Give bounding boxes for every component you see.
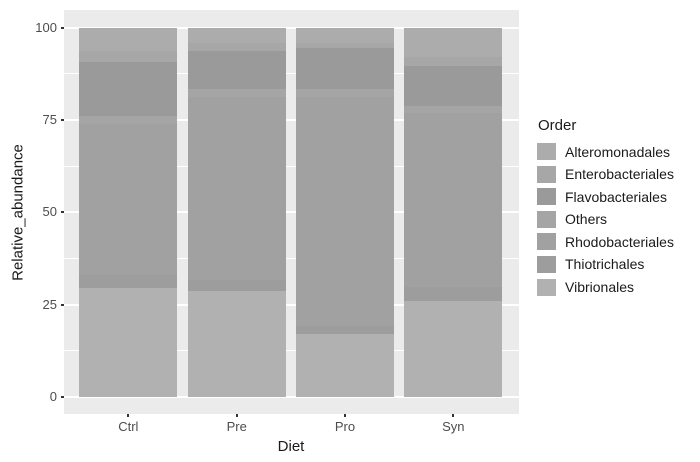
plot-panel xyxy=(64,10,519,414)
segment-pro-thiotrichales xyxy=(296,325,394,335)
segment-syn-others xyxy=(404,106,503,114)
y-tick xyxy=(61,119,64,122)
legend-title: Order xyxy=(538,117,577,134)
segment-pro-rhodobacteriales xyxy=(296,96,394,326)
legend-label: Alteromonadales xyxy=(565,143,671,160)
x-tick-label-pre: Pre xyxy=(226,419,247,434)
x-tick xyxy=(344,414,346,417)
legend-label: Others xyxy=(565,211,608,228)
segment-syn-rhodobacteriales xyxy=(404,113,503,287)
segment-pre-rhodobacteriales xyxy=(187,96,286,280)
segment-pre-enterobacteriales xyxy=(187,43,286,51)
segment-pro-flavobacteriales xyxy=(296,48,394,90)
segment-pro-enterobacteriales xyxy=(296,42,394,49)
legend-label: Vibrionales xyxy=(565,279,635,296)
legend-item-flavobacteriales: Flavobacteriales xyxy=(537,188,674,206)
legend-swatch-rhodobacteriales xyxy=(537,233,556,251)
gridline-major xyxy=(64,211,519,214)
legend-swatch-vibrionales xyxy=(537,278,556,296)
legend-label: Enterobacteriales xyxy=(565,166,674,183)
segment-pro-alteromonadales xyxy=(296,27,394,43)
legend-items: Alteromonadales Enterobacteriales Flavobac… xyxy=(537,143,674,296)
segment-pro-others xyxy=(296,89,394,97)
segment-ctrl-vibrionales xyxy=(79,287,178,397)
x-tick-label-ctrl: Ctrl xyxy=(118,419,139,434)
x-tick-label-pro: Pro xyxy=(334,419,356,434)
segment-syn-vibrionales xyxy=(404,300,503,397)
legend-label: Rhodobacteriales xyxy=(565,233,674,250)
bar-pre xyxy=(187,27,286,397)
gridline-minor xyxy=(64,350,519,352)
x-tick xyxy=(127,414,130,417)
segment-ctrl-thiotrichales xyxy=(79,274,178,288)
segment-syn-enterobacteriales xyxy=(404,56,503,66)
x-tick xyxy=(235,414,238,417)
gridline-minor xyxy=(64,73,519,75)
y-tick-label: 50 xyxy=(42,204,57,220)
legend-label: Thiotrichales xyxy=(565,256,645,273)
segment-pro-vibrionales xyxy=(296,334,394,397)
y-tick xyxy=(61,211,64,214)
segment-pre-flavobacteriales xyxy=(187,50,286,90)
legend: Order Alteromonadales Enterobacteriales Fl… xyxy=(537,117,674,301)
gridline-major xyxy=(64,395,519,398)
segment-pre-thiotrichales xyxy=(187,279,286,291)
legend-swatch-thiotrichales xyxy=(537,255,556,273)
gridline-minor xyxy=(64,257,519,259)
y-tick xyxy=(61,303,64,306)
bar-ctrl xyxy=(79,27,178,397)
segment-pre-alteromonadales xyxy=(187,27,286,44)
legend-item-enterobacteriales: Enterobacteriales xyxy=(537,165,674,183)
segment-syn-alteromonadales xyxy=(404,27,503,57)
bar-syn xyxy=(404,27,503,397)
segment-pre-others xyxy=(187,89,286,97)
legend-swatch-flavobacteriales xyxy=(537,188,556,206)
x-tick-label-syn: Syn xyxy=(442,419,465,434)
legend-item-alteromonadales: Alteromonadales xyxy=(537,143,674,160)
y-tick-label: 25 xyxy=(42,296,57,312)
segment-syn-flavobacteriales xyxy=(404,65,503,107)
bar-pro xyxy=(296,27,394,397)
segment-pre-vibrionales xyxy=(187,290,286,397)
y-tick-label: 75 xyxy=(42,112,57,128)
y-tick-label: 0 xyxy=(49,388,57,404)
legend-swatch-alteromonadales xyxy=(537,143,556,160)
legend-item-thiotrichales: Thiotrichales xyxy=(537,255,674,273)
y-tick-label: 100 xyxy=(35,19,57,35)
legend-item-vibrionales: Vibrionales xyxy=(537,278,674,296)
gridline-minor xyxy=(64,165,519,167)
legend-label: Flavobacteriales xyxy=(565,188,667,205)
segment-ctrl-others xyxy=(79,116,178,124)
segment-ctrl-alteromonadales xyxy=(79,27,178,51)
gridline-major xyxy=(64,303,519,306)
segment-ctrl-flavobacteriales xyxy=(79,62,178,117)
legend-item-rhodobacteriales: Rhodobacteriales xyxy=(537,233,674,251)
x-tick xyxy=(452,414,455,417)
gridline-major xyxy=(64,26,519,29)
x-axis-title: Diet xyxy=(277,438,305,455)
legend-swatch-others xyxy=(537,210,556,228)
gridline-major xyxy=(64,119,519,122)
y-tick xyxy=(61,26,64,29)
legend-item-others: Others xyxy=(537,210,674,228)
segment-syn-thiotrichales xyxy=(404,286,503,301)
segment-ctrl-enterobacteriales xyxy=(79,50,178,63)
segment-ctrl-rhodobacteriales xyxy=(79,123,178,275)
legend-swatch-enterobacteriales xyxy=(537,165,556,183)
y-tick xyxy=(61,395,64,398)
